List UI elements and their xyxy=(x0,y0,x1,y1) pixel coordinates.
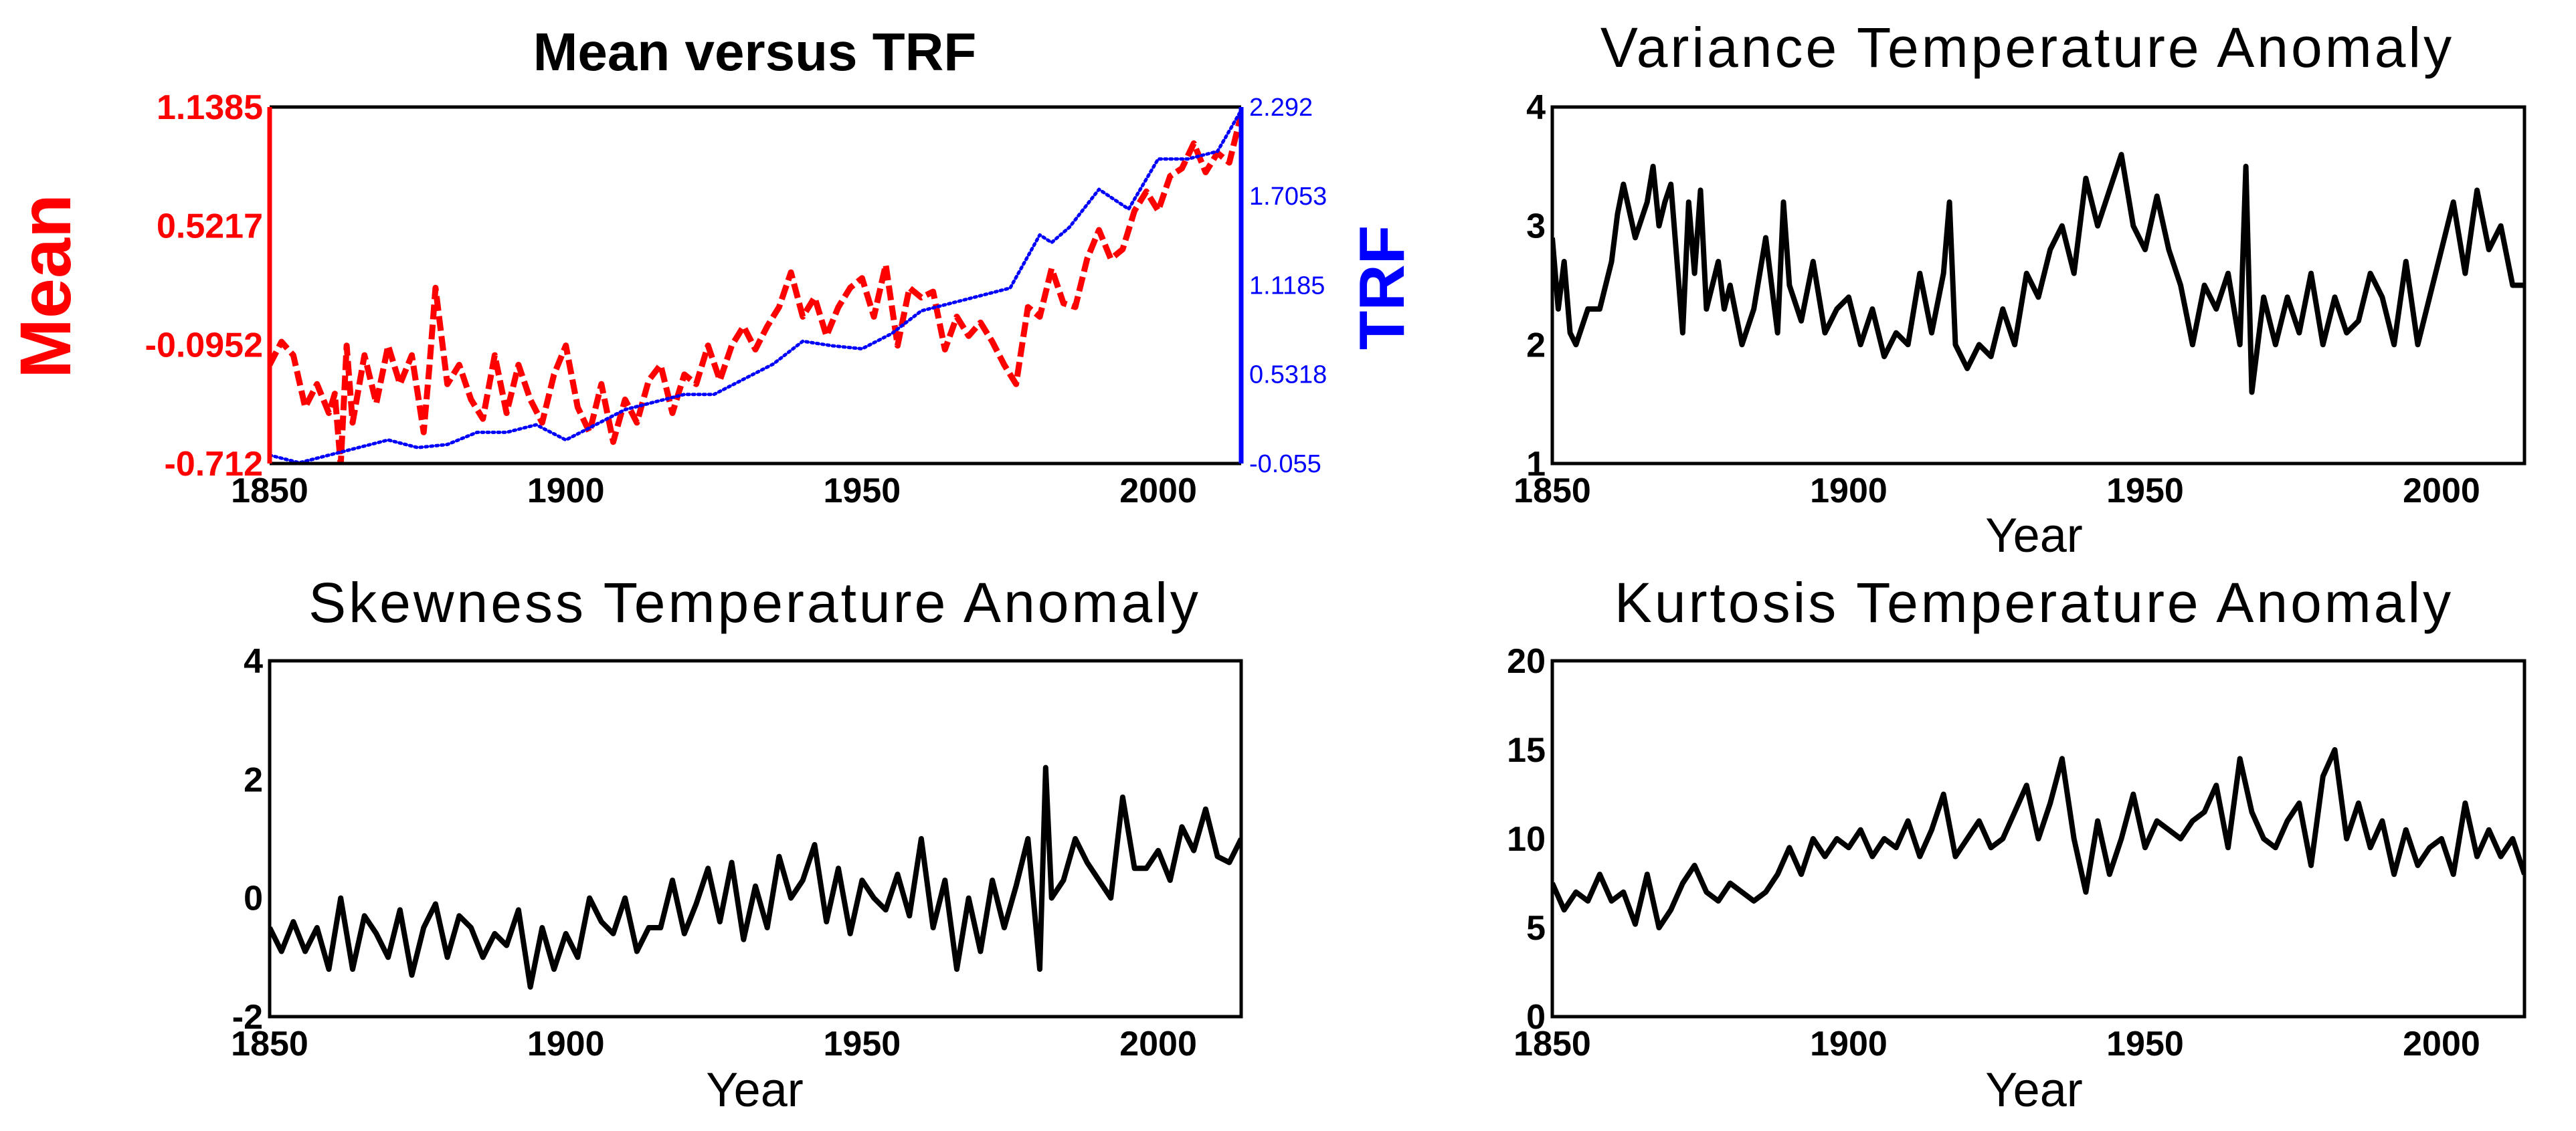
y-tick-label: 5 xyxy=(1526,909,1546,948)
x-tick-label: 1900 xyxy=(1810,472,1888,510)
series-line-skewness xyxy=(270,764,1241,990)
y-tick-label-right: 0.5318 xyxy=(1249,361,1327,389)
chart-title: Mean versus TRF xyxy=(533,22,976,82)
x-tick-label: 1900 xyxy=(527,472,605,510)
x-axis-label: Year xyxy=(706,1063,803,1117)
x-tick-label: 1950 xyxy=(824,1025,901,1063)
y-tick-label-right: 2.292 xyxy=(1249,94,1313,122)
x-tick-label: 1850 xyxy=(1513,472,1591,510)
x-axis-label: Year xyxy=(1985,1063,2082,1117)
x-tick-label: 1950 xyxy=(2106,1025,2184,1063)
y-tick-label: -0.0952 xyxy=(145,326,263,365)
y-tick-label: 10 xyxy=(1507,820,1546,859)
skewness-panel: Skewness Temperature Anomaly Year 1850 19… xyxy=(231,571,1243,1117)
y-tick-label: 4 xyxy=(1526,88,1546,127)
y-tick-label-right: 1.7053 xyxy=(1249,183,1327,211)
y-tick-label: 3 xyxy=(1526,207,1546,246)
x-tick-label: 1900 xyxy=(527,1025,605,1063)
series-line-mean xyxy=(270,114,1241,464)
kurtosis-panel: Kurtosis Temperature Anomaly Year 1850 19… xyxy=(1507,571,2526,1117)
y-tick-label: 0 xyxy=(244,880,263,918)
x-tick-label: 1850 xyxy=(1513,1025,1591,1063)
plot-frame xyxy=(1550,105,2526,466)
plot-frame xyxy=(1550,659,2526,1019)
x-tick-label: 1950 xyxy=(2106,472,2184,510)
x-tick-label: 1850 xyxy=(231,472,308,510)
y-tick-label: 20 xyxy=(1507,642,1546,681)
x-tick-label: 2000 xyxy=(2403,472,2480,510)
y-tick-label-right: -0.055 xyxy=(1249,450,1321,478)
x-tick-label: 2000 xyxy=(1119,1025,1197,1063)
mean-vs-trf-panel: Mean versus TRF Mean TRF 1850 1900 1950 200… xyxy=(5,22,1418,510)
x-axis-label: Year xyxy=(1985,509,2082,562)
x-tick-label: 2000 xyxy=(1119,472,1197,510)
y-tick-label: -2 xyxy=(232,998,263,1037)
y-tick-label: 0 xyxy=(1526,998,1546,1037)
series-line-variance xyxy=(1552,152,2524,395)
y-tick-label: 15 xyxy=(1507,731,1546,770)
x-tick-label: 1850 xyxy=(231,1025,308,1063)
x-tick-label: 1900 xyxy=(1810,1025,1888,1063)
y-tick-label: 2 xyxy=(1526,326,1546,365)
y-tick-label: 1.1385 xyxy=(157,88,263,127)
chart-title: Kurtosis Temperature Anomaly xyxy=(1615,571,2454,634)
series-line-kurtosis xyxy=(1552,747,2524,930)
y-tick-label-right: 1.1185 xyxy=(1249,272,1325,300)
y-tick-label: 1 xyxy=(1526,445,1546,484)
series-line-trf xyxy=(270,108,1241,464)
y-axis-label-right: TRF xyxy=(1346,225,1418,350)
plot-frame xyxy=(268,659,1243,1019)
y-tick-label: 2 xyxy=(244,760,263,799)
x-tick-label: 2000 xyxy=(2403,1025,2480,1063)
variance-panel: Variance Temperature Anomaly Year 1850 19… xyxy=(1513,16,2526,562)
y-axis-label-left: Mean xyxy=(5,194,86,379)
x-tick-label: 1950 xyxy=(824,472,901,510)
chart-title: Variance Temperature Anomaly xyxy=(1600,16,2454,79)
chart-title: Skewness Temperature Anomaly xyxy=(308,571,1201,634)
y-tick-label: -0.712 xyxy=(165,445,263,484)
y-tick-label: 0.5217 xyxy=(157,207,263,246)
y-tick-label: 4 xyxy=(244,642,263,681)
